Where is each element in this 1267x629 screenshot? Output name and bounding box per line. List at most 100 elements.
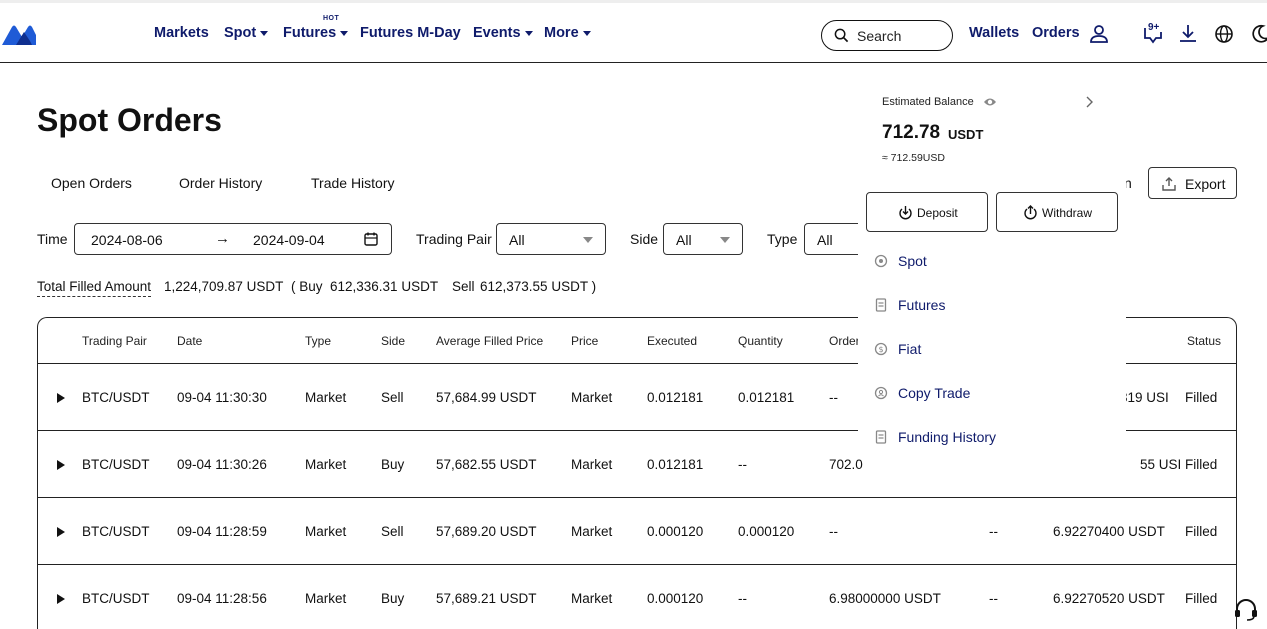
menu-item-futures[interactable]: Futures	[874, 294, 1104, 318]
withdraw-label: Withdraw	[1042, 206, 1093, 220]
nav-markets[interactable]: Markets	[154, 25, 209, 41]
divider	[38, 497, 1236, 498]
nav-events[interactable]: Events	[473, 25, 533, 41]
header-average-filled-price: Average Filled Price	[436, 334, 544, 348]
cell-total: 319 USI	[1120, 390, 1169, 405]
side-select[interactable]: All	[663, 223, 743, 255]
expand-row-icon[interactable]	[57, 393, 65, 403]
logo-icon[interactable]	[2, 23, 36, 45]
menu-item-label: Funding History	[898, 429, 997, 445]
eye-icon[interactable]	[983, 96, 997, 108]
chevron-right-icon[interactable]	[1084, 95, 1094, 109]
cell-price: Market	[571, 457, 613, 472]
tab-trade-history[interactable]: Trade History	[311, 175, 395, 191]
expand-row-icon[interactable]	[57, 594, 65, 604]
cell-type: Market	[305, 457, 347, 472]
user-icon[interactable]	[1088, 23, 1110, 45]
cell-price: Market	[571, 591, 613, 606]
nav-wallets[interactable]: Wallets	[969, 25, 1020, 41]
search-input[interactable]: Search	[821, 20, 953, 51]
balance-approx: ≈ 712.59USD	[882, 152, 945, 164]
cell-date: 09-04 11:30:26	[177, 457, 267, 472]
header-price: Price	[571, 334, 599, 348]
support-headset-icon[interactable]	[1233, 598, 1259, 622]
buy-label: ( Buy	[291, 279, 323, 294]
export-label: Export	[1185, 176, 1226, 192]
tab-open-orders[interactable]: Open Orders	[51, 175, 132, 191]
nav-spot[interactable]: Spot	[224, 25, 268, 41]
menu-item-copy-trade[interactable]: Copy Trade	[874, 382, 1104, 406]
cell-average-price: 57,684.99 USDT	[436, 390, 537, 405]
cell-date: 09-04 11:28:56	[177, 591, 267, 606]
tab-order-history[interactable]: Order History	[179, 175, 263, 191]
nav-futures-mday[interactable]: Futures M-Day	[360, 25, 461, 41]
cell-executed: 0.012181	[647, 457, 704, 472]
notification-icon[interactable]	[1142, 23, 1164, 45]
header-type: Type	[305, 334, 332, 348]
wallets-dropdown: Estimated Balance 712.78 USDT ≈ 712.59US…	[858, 63, 1126, 445]
globe-icon[interactable]	[1213, 23, 1235, 45]
date-range-picker[interactable]: 2024-08-06 → 2024-09-04	[74, 223, 392, 255]
nav-futures[interactable]: Futures	[283, 25, 348, 41]
futures-icon	[875, 298, 887, 312]
search-icon	[834, 28, 849, 43]
deposit-icon	[899, 206, 912, 220]
cell-order: 702.0	[829, 457, 863, 472]
cell-executed: 0.000120	[647, 524, 704, 539]
start-date[interactable]: 2024-08-06	[91, 232, 163, 248]
cell-side: Sell	[381, 524, 404, 539]
fiat-icon: $	[874, 342, 888, 356]
cell-order: 6.98000000 USDT	[829, 591, 941, 606]
expand-row-icon[interactable]	[57, 527, 65, 537]
deposit-label: Deposit	[917, 206, 958, 220]
menu-item-funding-history[interactable]: Funding History	[874, 426, 1104, 450]
nav-more[interactable]: More	[544, 25, 591, 41]
nav-orders[interactable]: Orders	[1032, 25, 1080, 41]
cell-side: Sell	[381, 390, 404, 405]
header-date: Date	[177, 334, 203, 348]
download-icon[interactable]	[1177, 23, 1199, 45]
cell-status: Filled	[1185, 524, 1218, 539]
menu-item-label: Spot	[898, 253, 927, 269]
cell-quantity: --	[738, 457, 747, 472]
time-label: Time	[37, 231, 68, 247]
export-button[interactable]: Export	[1148, 167, 1237, 199]
balance-unit: USDT	[948, 127, 984, 142]
trading-pair-select[interactable]: All	[496, 223, 606, 255]
withdraw-button[interactable]: Withdraw	[996, 192, 1118, 232]
cell-status: Filled	[1185, 457, 1218, 472]
header-quantity: Quantity	[738, 334, 783, 348]
menu-item-label: Futures	[898, 297, 946, 313]
theme-icon[interactable]	[1249, 23, 1267, 45]
top-navbar: Markets Spot HOT Futures Futures M-Day E…	[0, 0, 1267, 63]
deposit-button[interactable]: Deposit	[866, 192, 988, 232]
svg-text:$: $	[878, 345, 883, 354]
divider	[38, 564, 1236, 565]
partial-tab-text: n	[1124, 175, 1132, 191]
expand-row-icon[interactable]	[57, 460, 65, 470]
end-date[interactable]: 2024-09-04	[253, 232, 325, 248]
menu-item-spot[interactable]: Spot	[874, 250, 1104, 274]
side-value: All	[676, 232, 692, 248]
total-filled-value: 1,224,709.87 USDT	[164, 279, 284, 294]
type-label: Type	[767, 231, 798, 247]
cell-pair: BTC/USDT	[82, 390, 150, 405]
type-value: All	[817, 232, 833, 248]
trading-pair-label: Trading Pair	[416, 231, 492, 247]
cell-date: 09-04 11:30:30	[177, 390, 267, 405]
divider	[38, 363, 1236, 364]
cell-pair: BTC/USDT	[82, 457, 150, 472]
page-title: Spot Orders	[37, 102, 222, 138]
cell-pair: BTC/USDT	[82, 524, 150, 539]
cell-average-price: 57,689.20 USDT	[436, 524, 537, 539]
menu-item-fiat[interactable]: $ Fiat	[874, 338, 1104, 362]
divider	[38, 430, 1236, 431]
arrow-right-icon: →	[215, 230, 230, 247]
withdraw-icon	[1024, 205, 1037, 220]
cell-price: Market	[571, 390, 613, 405]
header-trading-pair: Trading Pair	[82, 334, 147, 348]
estimated-balance-label: Estimated Balance	[882, 96, 974, 108]
cell-average-price: 57,682.55 USDT	[436, 457, 537, 472]
cell-type: Market	[305, 390, 347, 405]
calendar-icon[interactable]	[363, 231, 379, 247]
